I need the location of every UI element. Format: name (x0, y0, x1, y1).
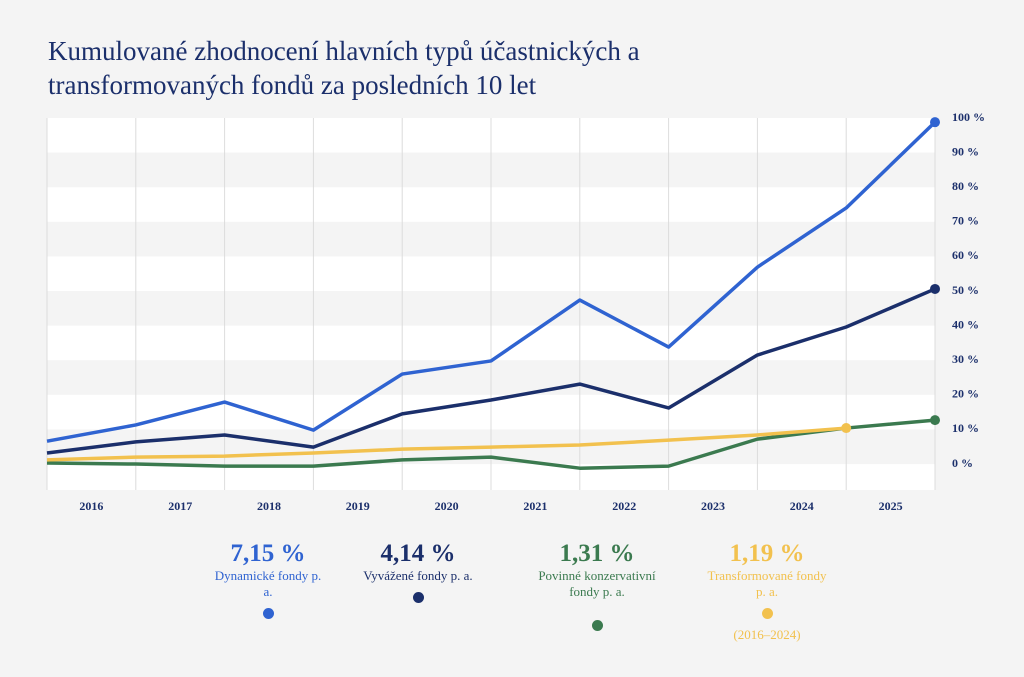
legend-label: Dynamické fondy p. a. (214, 568, 322, 599)
series-line (46, 426, 847, 462)
end-dot (930, 415, 940, 426)
x-tick-label: 2016 (79, 499, 103, 513)
x-tick-label: 2020 (435, 499, 459, 513)
series-line (46, 120, 937, 443)
legend-label: Povinné konzervativní fondy p. a. (538, 568, 656, 599)
legend-item: 7,15 % Dynamické fondy p. a. (183, 540, 353, 619)
x-tick-label: 2025 (879, 499, 903, 513)
end-dot (930, 117, 940, 128)
y-tick-label: 20 % (952, 387, 979, 401)
y-tick-label: 50 % (952, 283, 979, 297)
legend-label: Vyvážené fondy p. a. (363, 568, 473, 583)
legend-label: Transformované fondy p. a. (707, 568, 827, 599)
x-tick-label: 2021 (523, 499, 547, 513)
chart-title: Kumulované zhodnocení hlavních typů účas… (48, 36, 640, 100)
legend-item: 4,14 % Vyvážené fondy p. a. (333, 540, 503, 603)
y-tick-label: 10 % (952, 421, 979, 435)
y-tick-label: 60 % (952, 248, 979, 262)
legend-dot (591, 620, 603, 631)
legend-item: 1,31 % Povinné konzervativní fondy p. a. (512, 540, 682, 631)
legend-dot (761, 608, 773, 619)
y-tick-label: 70 % (952, 214, 979, 228)
x-tick-label: 2023 (701, 499, 725, 513)
legend-dot (412, 592, 424, 603)
x-tick-label: 2022 (612, 499, 636, 513)
y-tick-label: 30 % (952, 352, 979, 366)
y-tick-label: 90 % (952, 144, 979, 158)
series-line (46, 418, 936, 470)
series-line (46, 287, 936, 455)
y-tick-label: 0 % (952, 456, 973, 470)
legend-note: (2016–2024) (733, 627, 801, 642)
annual-return: 7,15 % (230, 540, 306, 567)
x-tick-label: 2019 (346, 499, 370, 513)
legend-item: 1,19 % Transformované fondy p. a. (2016–20… (682, 540, 852, 643)
legend-dot (262, 608, 274, 619)
y-tick-label: 80 % (952, 179, 979, 193)
annual-return: 1,19 % (729, 540, 805, 567)
x-tick-label: 2018 (257, 499, 281, 513)
annual-return: 4,14 % (380, 540, 456, 567)
x-tick-label: 2024 (790, 499, 814, 513)
y-tick-label: 100 % (952, 110, 985, 124)
y-tick-label: 40 % (952, 317, 979, 331)
end-dot (930, 283, 940, 294)
end-dot (841, 423, 852, 434)
annual-return: 1,31 % (559, 540, 635, 567)
x-tick-label: 2017 (168, 499, 192, 513)
